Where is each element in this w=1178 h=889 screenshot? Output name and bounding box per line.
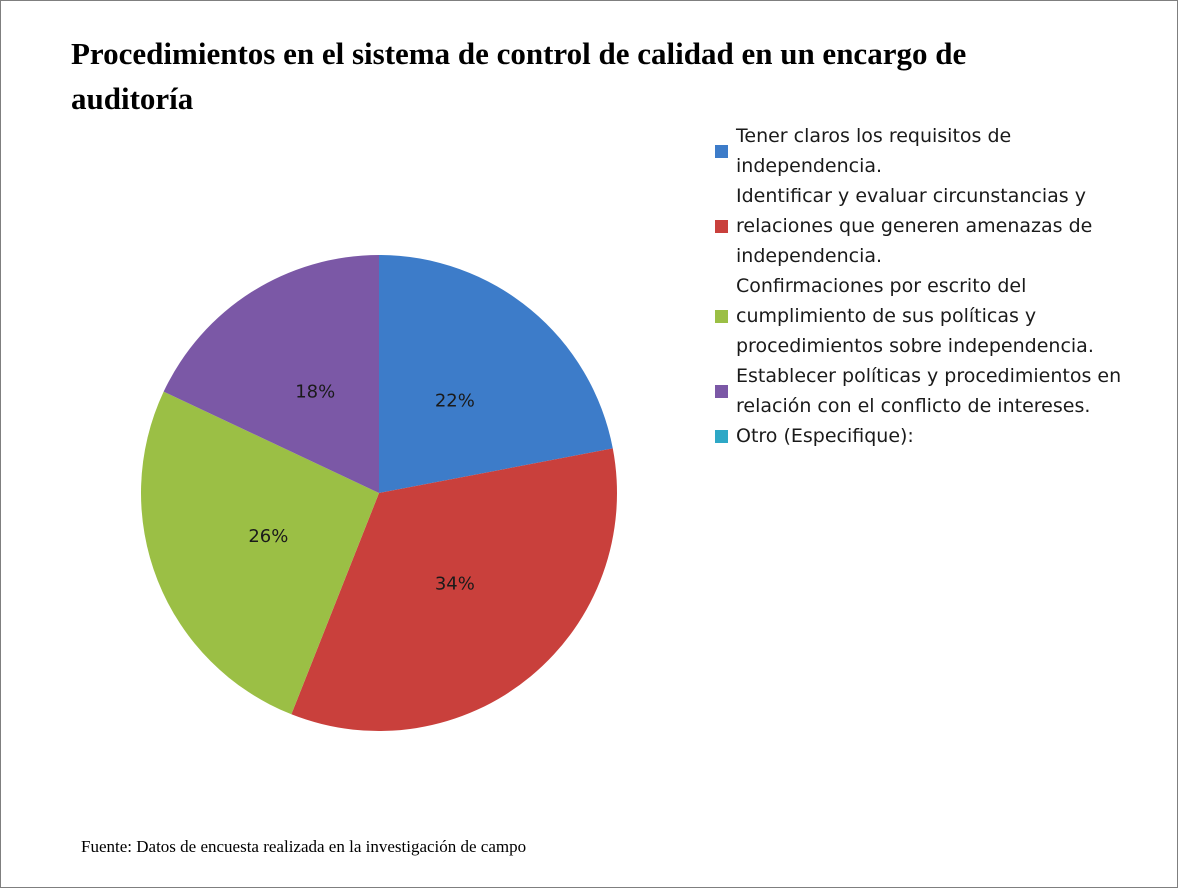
chart-title: Procedimientos en el sistema de control … bbox=[71, 36, 967, 116]
source-note: Fuente: Datos de encuesta realizada en l… bbox=[81, 837, 527, 856]
legend-entry: Identificar y evaluar circunstancias y r… bbox=[715, 181, 1165, 271]
legend-swatch bbox=[715, 144, 728, 158]
legend-label: Identificar y evaluar circunstancias y r… bbox=[736, 185, 1093, 267]
legend-swatch bbox=[715, 384, 728, 398]
legend-entry: Otro (Especifique): bbox=[715, 421, 1165, 451]
legend-label: Tener claros los requisitos de independe… bbox=[736, 125, 1012, 177]
legend-label: Confirmaciones por escrito del cumplimie… bbox=[736, 275, 1094, 357]
legend-swatch bbox=[715, 429, 728, 443]
data-label: 22% bbox=[435, 390, 475, 411]
legend-swatch bbox=[715, 219, 728, 233]
legend-entry: Tener claros los requisitos de independe… bbox=[715, 121, 1165, 181]
pie-slice bbox=[140, 391, 379, 715]
legend-entry: Establecer políticas y procedimientos en… bbox=[715, 361, 1165, 421]
legend: Tener claros los requisitos de independe… bbox=[715, 121, 1165, 451]
data-label: 34% bbox=[435, 574, 475, 595]
pie-slice bbox=[291, 448, 617, 732]
legend-label: Establecer políticas y procedimientos en… bbox=[736, 365, 1122, 417]
legend-swatch bbox=[715, 309, 728, 323]
data-label: 26% bbox=[248, 526, 288, 547]
legend-entry: Confirmaciones por escrito del cumplimie… bbox=[715, 271, 1165, 361]
pie-slice bbox=[163, 255, 379, 493]
data-label: 18% bbox=[295, 382, 335, 403]
pie-slice bbox=[379, 255, 613, 493]
legend-label: Otro (Especifique): bbox=[736, 425, 914, 447]
